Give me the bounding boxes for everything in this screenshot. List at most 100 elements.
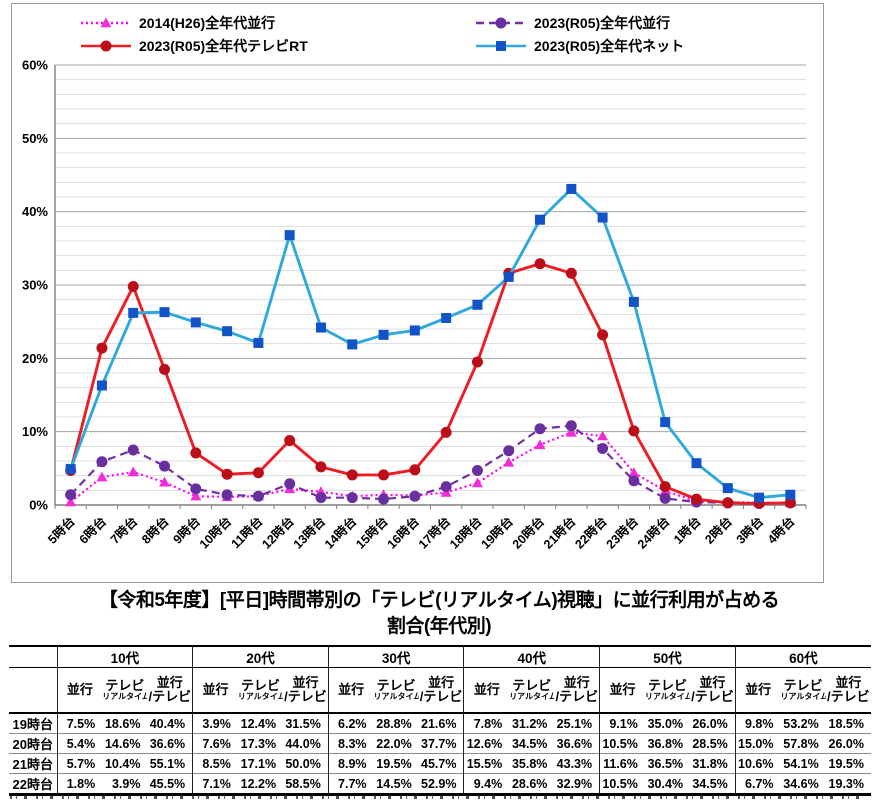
square-marker bbox=[409, 325, 420, 336]
subheader-parallel-per-tv: 並行/テレビ bbox=[283, 667, 329, 714]
square-marker bbox=[378, 329, 389, 340]
x-tick-label: 22時台 bbox=[572, 514, 610, 552]
circle-marker bbox=[565, 267, 577, 279]
series-3 bbox=[65, 258, 796, 510]
square-marker bbox=[347, 339, 358, 350]
table-cell: 10.5% bbox=[599, 733, 645, 754]
table-cell: 31.5% bbox=[285, 716, 321, 731]
triangle-marker bbox=[503, 456, 515, 467]
circle-marker bbox=[659, 481, 671, 493]
table-cell: 14.6% bbox=[104, 736, 141, 751]
y-tick-label: 50% bbox=[22, 131, 48, 146]
table-cell: 1.8% bbox=[66, 776, 96, 791]
square-marker bbox=[754, 492, 765, 503]
x-tick-label: 24時台 bbox=[634, 514, 672, 552]
circle-marker bbox=[346, 469, 358, 481]
circle-marker bbox=[127, 444, 139, 456]
circle-marker bbox=[722, 497, 734, 509]
figure-title-line1: 【令和5年度】[平日]時間帯別の「テレビ(リアルタイム)視聴」に並行利用が占める bbox=[98, 590, 780, 611]
circle-marker bbox=[378, 493, 390, 505]
table-cell: 8.3% bbox=[327, 733, 374, 754]
circle-marker bbox=[96, 456, 108, 468]
subheader-tv-realtime: テレビ リアルタイム bbox=[102, 667, 148, 714]
table-cell: 7.8% bbox=[463, 713, 510, 734]
subheader-tv-realtime: テレビ リアルタイム bbox=[237, 667, 284, 714]
square-marker bbox=[472, 299, 483, 310]
circle-marker bbox=[534, 258, 546, 270]
time-slot-label: 20時台 bbox=[9, 733, 58, 754]
circle-marker bbox=[159, 460, 171, 472]
circle-marker bbox=[565, 420, 577, 432]
square-marker bbox=[253, 337, 264, 348]
table-row: 22時台 1.8% 3.9% 45.5% 7.1% 12.2% 58.5% 7.7% 14.5%… bbox=[9, 773, 871, 795]
circle-marker bbox=[284, 478, 296, 490]
figure-title: 【令和5年度】[平日]時間帯別の「テレビ(リアルタイム)視聴」に並行利用が占める… bbox=[0, 588, 878, 640]
square-marker bbox=[597, 212, 608, 223]
age-group-header: 30代 bbox=[327, 646, 464, 668]
table-cell: 30.4% bbox=[647, 776, 684, 791]
table-cell: 18.5% bbox=[828, 716, 864, 731]
x-tick-label: 5時台 bbox=[45, 514, 78, 547]
subheader-tv-realtime: テレビ リアルタイム bbox=[509, 667, 555, 714]
square-marker bbox=[785, 489, 796, 500]
square-marker bbox=[284, 230, 295, 241]
triangle-marker bbox=[190, 490, 202, 501]
legend-label: 2014(H26)全年代並行 bbox=[139, 15, 276, 31]
chart-legend: 2014(H26)全年代並行 2023(R05)全年代並行 2023(R05)全年代… bbox=[12, 4, 823, 56]
circle-marker bbox=[597, 443, 609, 455]
subheader-parallel-per-tv: 並行/テレビ bbox=[690, 667, 736, 714]
series-line bbox=[69, 431, 791, 504]
circle-marker bbox=[471, 465, 483, 477]
table-cell: 17.3% bbox=[240, 736, 277, 751]
table-cell: 28.8% bbox=[376, 716, 412, 731]
table-cell: 40.4% bbox=[149, 716, 186, 731]
table-cell: 17.1% bbox=[240, 756, 277, 771]
subheader-tv-realtime: テレビ リアルタイム bbox=[373, 667, 419, 714]
time-slot-label: 22時台 bbox=[9, 773, 58, 795]
x-tick-label: 14時台 bbox=[321, 514, 359, 552]
table-cell: 5.4% bbox=[66, 736, 96, 751]
circle-marker bbox=[409, 464, 421, 476]
x-axis-labels: 5時台6時台7時台8時台9時台10時台11時台12時台13時台14時台15時台1… bbox=[45, 514, 798, 552]
square-marker bbox=[691, 458, 702, 469]
subheader-parallel-per-tv: 並行/テレビ bbox=[825, 667, 871, 714]
circle-marker bbox=[65, 489, 77, 501]
subheader-parallel: 並行 bbox=[734, 667, 781, 714]
table-cell: 9.4% bbox=[463, 773, 510, 795]
table-cell: 11.6% bbox=[599, 753, 645, 774]
table-cell: 36.6% bbox=[149, 736, 186, 751]
table-cell: 3.9% bbox=[192, 713, 238, 734]
x-tick-label: 11時台 bbox=[228, 514, 266, 552]
age-breakdown-table: 10代 20代 30代 40代 50代 60代 並行 テレビ リアルタイム 並行/テレビ 並行 テレビ… bbox=[9, 645, 871, 796]
square-marker bbox=[190, 317, 201, 328]
triangle-legend-marker-icon bbox=[81, 17, 131, 28]
x-tick-label: 23時台 bbox=[603, 514, 641, 552]
table-cell: 28.6% bbox=[511, 776, 548, 791]
x-tick-label: 7時台 bbox=[107, 514, 140, 547]
triangle-marker bbox=[534, 439, 546, 450]
table-cell: 10.5% bbox=[599, 773, 645, 795]
table-cell: 35.0% bbox=[647, 716, 684, 731]
square-marker bbox=[722, 483, 733, 494]
table-cell: 5.7% bbox=[66, 756, 96, 771]
x-tick-label: 19時台 bbox=[478, 514, 516, 552]
square-marker bbox=[65, 464, 76, 475]
circle-marker bbox=[378, 469, 390, 481]
square-marker bbox=[566, 183, 577, 194]
axes bbox=[54, 65, 807, 509]
x-tick-label: 10時台 bbox=[196, 514, 234, 552]
series-4 bbox=[65, 183, 796, 503]
clipped-footnote-text bbox=[10, 795, 860, 799]
table-cell: 52.9% bbox=[421, 776, 457, 791]
legend-item: 2023(R05)全年代並行 bbox=[475, 13, 805, 33]
circle-marker bbox=[190, 483, 202, 495]
circle-marker bbox=[784, 497, 796, 509]
triangle-marker bbox=[597, 430, 609, 441]
age-group-header: 50代 bbox=[599, 646, 736, 668]
table-cell: 45.7% bbox=[421, 756, 457, 771]
table-cell: 36.8% bbox=[647, 736, 684, 751]
table-cell: 34.5% bbox=[692, 776, 728, 791]
x-tick-label: 4時台 bbox=[764, 514, 797, 547]
line-chart-canvas: 0%10%20%30%40%50%60%5時台6時台7時台8時台9時台10時台1… bbox=[22, 58, 807, 552]
